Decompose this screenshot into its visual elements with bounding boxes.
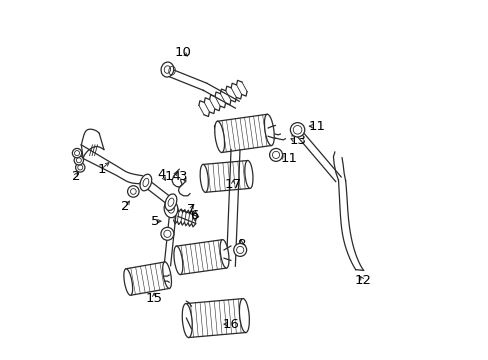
Text: 15: 15 — [145, 292, 163, 305]
Text: 2: 2 — [72, 170, 81, 183]
Ellipse shape — [164, 66, 170, 73]
Polygon shape — [217, 114, 271, 153]
Ellipse shape — [142, 178, 148, 186]
Text: 1: 1 — [98, 163, 106, 176]
Polygon shape — [176, 240, 226, 275]
Text: 3: 3 — [179, 170, 187, 183]
Ellipse shape — [163, 230, 171, 237]
Text: 10: 10 — [174, 46, 191, 59]
Ellipse shape — [182, 303, 192, 338]
Ellipse shape — [290, 123, 304, 137]
Ellipse shape — [76, 163, 85, 172]
Ellipse shape — [127, 186, 139, 197]
Ellipse shape — [293, 126, 301, 134]
Polygon shape — [178, 210, 198, 224]
Polygon shape — [203, 83, 239, 108]
Ellipse shape — [164, 200, 178, 218]
Polygon shape — [164, 214, 176, 266]
Text: 2: 2 — [121, 201, 129, 213]
Polygon shape — [185, 298, 245, 338]
Ellipse shape — [140, 174, 151, 191]
Text: 13: 13 — [289, 134, 305, 147]
Ellipse shape — [165, 194, 177, 211]
Text: 16: 16 — [223, 318, 240, 331]
Polygon shape — [140, 177, 171, 204]
Ellipse shape — [74, 156, 83, 165]
Ellipse shape — [233, 243, 246, 256]
Ellipse shape — [174, 246, 183, 275]
Ellipse shape — [214, 121, 224, 153]
Polygon shape — [173, 208, 197, 227]
Ellipse shape — [269, 148, 282, 161]
Text: 4: 4 — [158, 168, 166, 181]
Ellipse shape — [239, 298, 249, 333]
Ellipse shape — [72, 148, 81, 158]
Ellipse shape — [167, 204, 174, 213]
Ellipse shape — [236, 246, 244, 253]
Ellipse shape — [168, 198, 174, 206]
Ellipse shape — [76, 158, 81, 163]
Text: 11: 11 — [308, 120, 325, 133]
Ellipse shape — [244, 161, 252, 188]
Ellipse shape — [264, 114, 274, 145]
Text: 9: 9 — [212, 123, 220, 136]
Text: 7: 7 — [187, 203, 195, 216]
Ellipse shape — [130, 189, 136, 194]
Text: 6: 6 — [190, 210, 198, 222]
Ellipse shape — [220, 240, 228, 268]
Text: 17: 17 — [224, 178, 241, 191]
Text: 11: 11 — [280, 152, 297, 165]
Ellipse shape — [161, 227, 174, 240]
Polygon shape — [226, 149, 240, 266]
Polygon shape — [294, 129, 341, 181]
Ellipse shape — [200, 165, 208, 192]
Ellipse shape — [123, 269, 132, 295]
Ellipse shape — [74, 150, 80, 156]
Ellipse shape — [163, 262, 171, 288]
Polygon shape — [203, 161, 249, 192]
Polygon shape — [199, 80, 246, 117]
Text: 8: 8 — [236, 238, 244, 251]
Ellipse shape — [78, 165, 82, 170]
Ellipse shape — [161, 62, 173, 77]
Polygon shape — [167, 69, 206, 90]
Ellipse shape — [272, 151, 279, 158]
Text: 12: 12 — [354, 274, 370, 287]
Text: 14: 14 — [165, 170, 182, 183]
Text: 5: 5 — [151, 215, 159, 228]
Polygon shape — [125, 262, 169, 295]
